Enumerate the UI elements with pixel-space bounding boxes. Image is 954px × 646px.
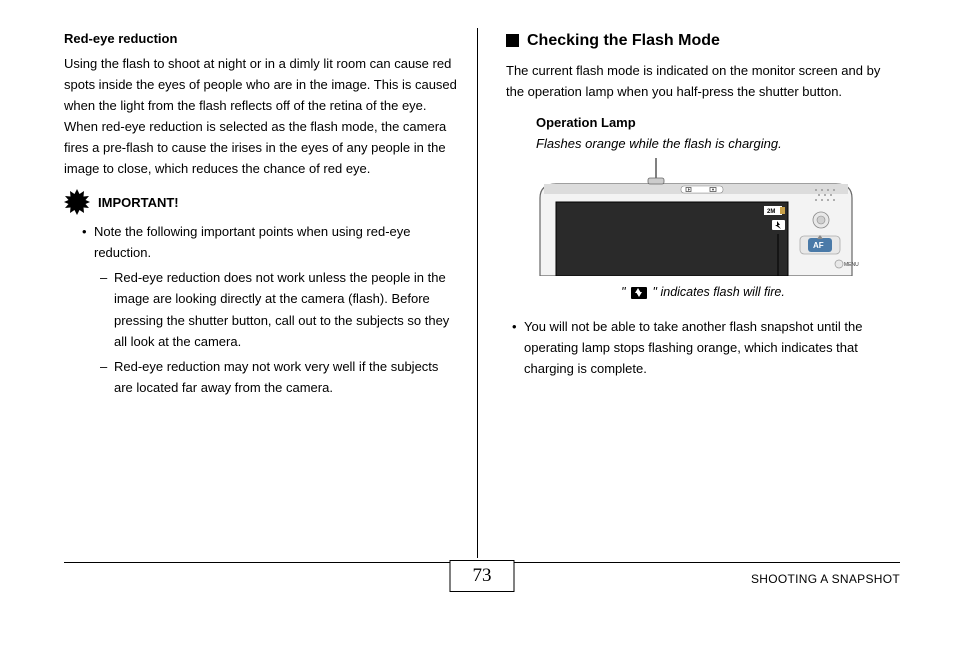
- footer-section-label: SHOOTING A SNAPSHOT: [751, 572, 900, 586]
- bullet-dot-icon: •: [82, 221, 94, 263]
- right-bullet: • You will not be able to take another f…: [512, 316, 900, 379]
- camera-illustration: 2M AF MENU: [536, 158, 900, 276]
- checking-heading-text: Checking the Flash Mode: [527, 28, 720, 54]
- checking-paragraph: The current flash mode is indicated on t…: [506, 60, 900, 102]
- square-bullet-icon: [506, 34, 519, 47]
- important-sub1: – Red-eye reduction does not work unless…: [100, 267, 458, 351]
- page-footer: 73 SHOOTING A SNAPSHOT: [64, 562, 900, 563]
- page-number: 73: [450, 560, 515, 592]
- important-bullet-text: Note the following important points when…: [94, 221, 458, 263]
- dash-icon: –: [100, 356, 114, 398]
- important-sub2: – Red-eye reduction may not work very we…: [100, 356, 458, 398]
- important-row: IMPORTANT!: [64, 189, 458, 215]
- bullet-dot-icon: •: [512, 316, 524, 379]
- indicator-note: " " indicates flash will fire.: [506, 282, 900, 302]
- starburst-icon: [64, 189, 90, 215]
- red-eye-heading: Red-eye reduction: [64, 28, 458, 49]
- red-eye-paragraph: Using the flash to shoot at night or in …: [64, 53, 458, 179]
- svg-text:AF: AF: [813, 241, 824, 250]
- important-label: IMPORTANT!: [98, 192, 179, 213]
- column-divider: [477, 28, 478, 558]
- checking-heading: Checking the Flash Mode: [506, 28, 900, 54]
- right-bullet-text: You will not be able to take another fla…: [524, 316, 900, 379]
- dash-icon: –: [100, 267, 114, 351]
- operation-lamp-label: Operation Lamp: [536, 112, 900, 133]
- operation-lamp-sub: Flashes orange while the flash is chargi…: [536, 133, 900, 154]
- svg-text:MENU: MENU: [844, 262, 859, 268]
- important-sub1-text: Red-eye reduction does not work unless t…: [114, 267, 458, 351]
- important-bullet: • Note the following important points wh…: [82, 221, 458, 263]
- indicator-prefix: ": [621, 285, 629, 299]
- svg-text:2M: 2M: [767, 209, 775, 215]
- indicator-suffix: " indicates flash will fire.: [649, 285, 785, 299]
- important-sub2-text: Red-eye reduction may not work very well…: [114, 356, 458, 398]
- flash-icon: [631, 287, 647, 299]
